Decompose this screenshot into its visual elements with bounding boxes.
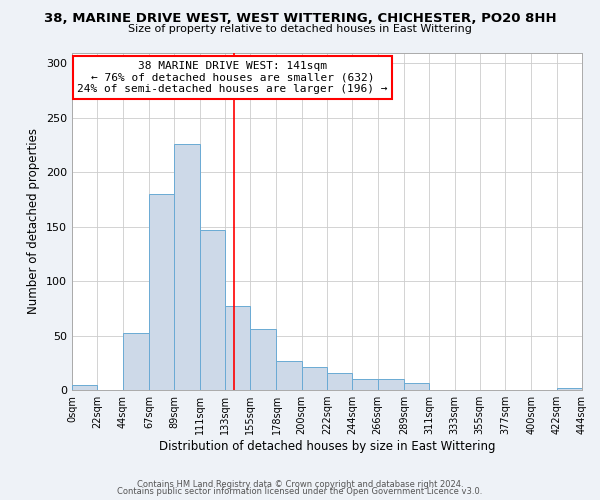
X-axis label: Distribution of detached houses by size in East Wittering: Distribution of detached houses by size … (159, 440, 495, 453)
Text: 38, MARINE DRIVE WEST, WEST WITTERING, CHICHESTER, PO20 8HH: 38, MARINE DRIVE WEST, WEST WITTERING, C… (44, 12, 556, 26)
Y-axis label: Number of detached properties: Number of detached properties (28, 128, 40, 314)
Bar (174, 144, 199, 390)
Bar (302, 367, 327, 390)
Text: Contains HM Land Registry data © Crown copyright and database right 2024.: Contains HM Land Registry data © Crown c… (137, 480, 463, 489)
Bar (199, 230, 225, 390)
Bar (149, 194, 174, 390)
Bar (404, 384, 429, 390)
Bar (352, 379, 377, 390)
Bar (377, 379, 404, 390)
Bar (122, 334, 149, 390)
Bar (557, 388, 582, 390)
Bar (72, 384, 97, 390)
Bar (250, 329, 277, 390)
Text: Contains public sector information licensed under the Open Government Licence v3: Contains public sector information licen… (118, 487, 482, 496)
Bar (327, 372, 352, 390)
Bar (277, 360, 302, 390)
Bar (225, 306, 250, 390)
Text: Size of property relative to detached houses in East Wittering: Size of property relative to detached ho… (128, 24, 472, 34)
Text: 38 MARINE DRIVE WEST: 141sqm
← 76% of detached houses are smaller (632)
24% of s: 38 MARINE DRIVE WEST: 141sqm ← 76% of de… (77, 61, 388, 94)
